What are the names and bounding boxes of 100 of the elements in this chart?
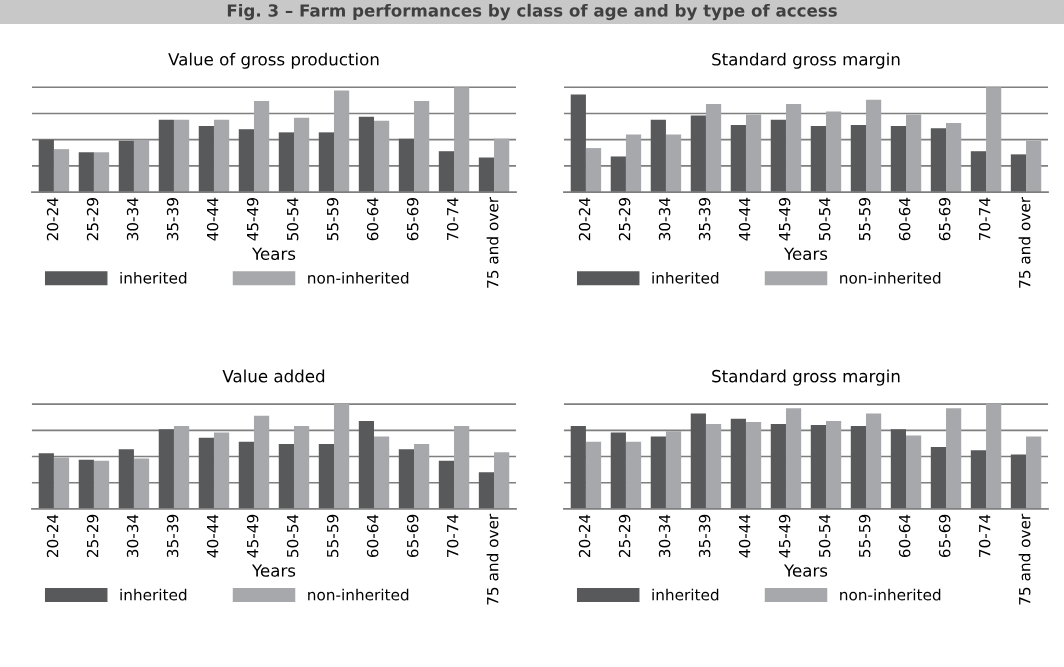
bar — [118, 449, 134, 509]
legend-label: inherited — [120, 588, 187, 601]
x-tick-label: 20-24 — [46, 197, 59, 241]
x-tick-label: 45-49 — [778, 514, 791, 558]
bar — [785, 104, 802, 193]
bar — [946, 408, 962, 509]
bar — [970, 450, 987, 509]
x-tick-label: 20-24 — [46, 514, 59, 558]
x-tick-label: 40-44 — [206, 514, 219, 558]
x-tick-label: 60-64 — [898, 197, 911, 241]
bar — [770, 119, 786, 193]
x-tick-label: 45-49 — [246, 514, 259, 558]
bar — [570, 426, 586, 509]
bar — [53, 149, 70, 193]
x-axis-title: Years — [251, 564, 296, 577]
x-tick-label: 35-39 — [698, 514, 711, 558]
bar — [865, 99, 882, 193]
bar — [398, 449, 415, 509]
bar — [986, 404, 1002, 509]
bar — [133, 139, 150, 193]
bar — [946, 122, 962, 193]
x-tick-label: 45-49 — [246, 198, 259, 241]
bar — [690, 413, 706, 509]
x-tick-label: 35-39 — [698, 198, 711, 241]
x-tick-label: 35-39 — [166, 198, 179, 241]
x-tick-label: 40-44 — [738, 197, 751, 241]
x-tick-label: 50-54 — [818, 514, 831, 557]
bar — [333, 404, 350, 509]
bar — [358, 420, 374, 509]
x-tick-label: 25-29 — [618, 198, 631, 241]
bar — [38, 139, 54, 193]
x-tick-label: 30-34 — [658, 197, 671, 241]
bar — [810, 126, 826, 193]
legend-label: non-inherited — [840, 588, 941, 601]
bar — [890, 429, 906, 509]
bar — [650, 119, 666, 193]
x-axis-title: Years — [783, 564, 828, 577]
bar — [810, 425, 826, 509]
chart-title: Value of gross production — [168, 52, 379, 69]
bar — [570, 94, 586, 193]
x-tick-label: 75 and over — [486, 513, 499, 605]
bar — [850, 426, 866, 509]
bar — [625, 134, 642, 193]
bar — [253, 415, 270, 509]
bar — [1026, 140, 1042, 193]
x-tick-label: 75 and over — [1018, 513, 1031, 605]
bar — [293, 117, 310, 193]
bar — [238, 129, 254, 193]
x-tick-label: 40-44 — [738, 514, 751, 558]
bar — [865, 413, 882, 509]
x-tick-label: 35-39 — [166, 514, 179, 558]
bar — [293, 426, 310, 509]
bar — [690, 115, 706, 193]
bar — [318, 132, 334, 193]
bar — [198, 437, 214, 509]
x-tick-label: 25-29 — [618, 514, 631, 558]
bar — [850, 125, 866, 193]
bar — [890, 126, 906, 193]
bar — [438, 460, 455, 509]
legend-label: inherited — [120, 271, 187, 284]
bar — [118, 140, 134, 193]
x-tick-label: 50-54 — [286, 197, 299, 241]
bar — [1026, 436, 1042, 509]
bar — [665, 431, 682, 509]
bar — [494, 452, 510, 509]
bar — [398, 138, 415, 193]
x-tick-label: 50-54 — [818, 197, 831, 241]
bar — [585, 441, 602, 509]
x-tick-label: 65-69 — [406, 198, 419, 241]
x-tick-label: 60-64 — [366, 197, 379, 241]
bar — [585, 148, 602, 193]
bar — [705, 424, 722, 509]
bar — [278, 443, 294, 509]
bar — [253, 100, 270, 193]
bar — [454, 87, 470, 193]
x-tick-label: 60-64 — [898, 514, 911, 558]
bar — [78, 152, 94, 193]
x-tick-label: 25-29 — [86, 198, 99, 241]
legend-label: non-inherited — [308, 588, 409, 601]
x-axis-title: Years — [783, 247, 828, 261]
bar — [745, 421, 762, 509]
bar — [730, 125, 746, 193]
x-tick-label: 45-49 — [778, 198, 791, 241]
bar — [930, 128, 947, 193]
bar — [133, 458, 150, 509]
bar — [610, 156, 626, 193]
bar — [374, 436, 390, 509]
bar — [78, 459, 94, 509]
bar — [825, 420, 842, 509]
x-tick-label: 30-34 — [658, 514, 671, 558]
chart-title: Standard gross margin — [712, 52, 900, 69]
bar — [986, 87, 1002, 193]
x-axis-title: Years — [251, 247, 296, 261]
legend-label: non-inherited — [308, 271, 409, 284]
bar — [414, 100, 430, 193]
x-tick-label: 75 and over — [1018, 196, 1031, 288]
x-tick-label: 70-74 — [978, 514, 991, 557]
bar — [1010, 454, 1027, 509]
bar — [494, 138, 510, 193]
bar — [825, 111, 842, 193]
